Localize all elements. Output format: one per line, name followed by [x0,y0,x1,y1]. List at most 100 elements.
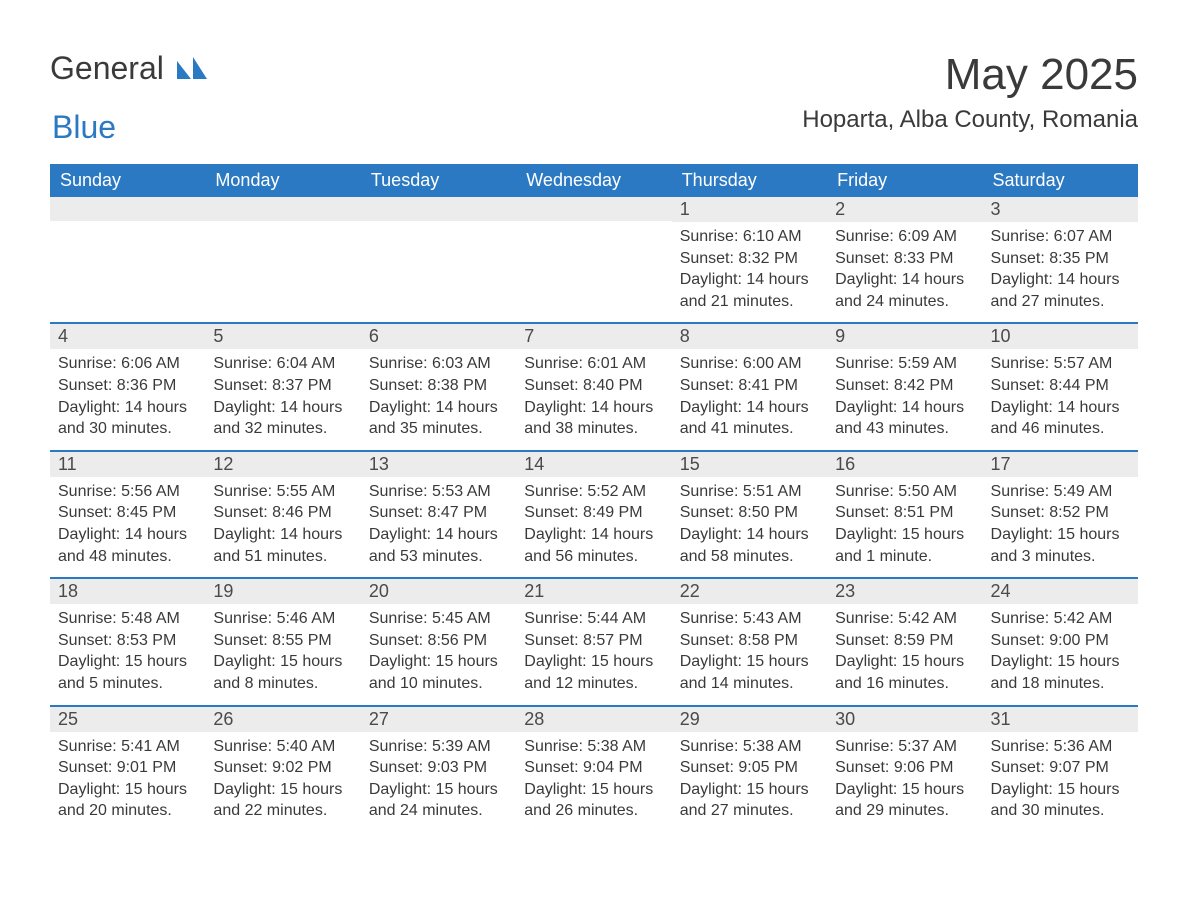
page-title: May 2025 [802,50,1138,100]
sunset-text: Sunset: 8:33 PM [835,248,974,270]
sunrise-text: Sunrise: 5:50 AM [835,481,974,503]
sunset-text: Sunset: 8:44 PM [991,375,1130,397]
sunrise-text: Sunrise: 5:55 AM [213,481,352,503]
sunset-text: Sunset: 8:32 PM [680,248,819,270]
day-cell: 24Sunrise: 5:42 AMSunset: 9:00 PMDayligh… [983,579,1138,704]
day-cell: 14Sunrise: 5:52 AMSunset: 8:49 PMDayligh… [516,452,671,577]
sunset-text: Sunset: 8:52 PM [991,502,1130,524]
day-cell: 2 Sunrise: 6:09 AMSunset: 8:33 PMDaylight… [827,197,982,322]
daylight-text: Daylight: 15 hours and 24 minutes. [369,779,508,822]
day-cell: 25Sunrise: 5:41 AMSunset: 9:01 PMDayligh… [50,707,205,832]
daylight-text: Daylight: 14 hours and 35 minutes. [369,397,508,440]
day-cell: 12Sunrise: 5:55 AMSunset: 8:46 PMDayligh… [205,452,360,577]
sunrise-text: Sunrise: 5:40 AM [213,736,352,758]
daylight-text: Daylight: 14 hours and 53 minutes. [369,524,508,567]
sunrise-text: Sunrise: 5:38 AM [680,736,819,758]
day-cell [516,197,671,322]
day-cell: 19Sunrise: 5:46 AMSunset: 8:55 PMDayligh… [205,579,360,704]
sunrise-text: Sunrise: 5:43 AM [680,608,819,630]
day-cell: 1 Sunrise: 6:10 AMSunset: 8:32 PMDaylight… [672,197,827,322]
day-cell [50,197,205,322]
day-number: 30 [827,707,982,732]
day-cell: 16Sunrise: 5:50 AMSunset: 8:51 PMDayligh… [827,452,982,577]
dow-wednesday: Wednesday [516,164,671,197]
week-row: 25Sunrise: 5:41 AMSunset: 9:01 PMDayligh… [50,705,1138,832]
day-cell: 17Sunrise: 5:49 AMSunset: 8:52 PMDayligh… [983,452,1138,577]
daylight-text: Daylight: 15 hours and 22 minutes. [213,779,352,822]
logo-word-1: General [50,50,164,86]
day-number: 18 [50,579,205,604]
dow-saturday: Saturday [983,164,1138,197]
day-number: 31 [983,707,1138,732]
sunset-text: Sunset: 9:02 PM [213,757,352,779]
day-number: 15 [672,452,827,477]
day-number: 2 [827,197,982,222]
day-number: 1 [672,197,827,222]
daylight-text: Daylight: 14 hours and 24 minutes. [835,269,974,312]
daylight-text: Daylight: 14 hours and 41 minutes. [680,397,819,440]
day-number: 10 [983,324,1138,349]
sunset-text: Sunset: 8:46 PM [213,502,352,524]
day-cell: 4Sunrise: 6:06 AMSunset: 8:36 PMDaylight… [50,324,205,449]
sunrise-text: Sunrise: 6:09 AM [835,226,974,248]
day-cell: 26Sunrise: 5:40 AMSunset: 9:02 PMDayligh… [205,707,360,832]
sunset-text: Sunset: 8:38 PM [369,375,508,397]
daylight-text: Daylight: 15 hours and 3 minutes. [991,524,1130,567]
daylight-text: Daylight: 14 hours and 32 minutes. [213,397,352,440]
sunrise-text: Sunrise: 6:10 AM [680,226,819,248]
daylight-text: Daylight: 14 hours and 21 minutes. [680,269,819,312]
sunrise-text: Sunrise: 5:46 AM [213,608,352,630]
day-cell: 22Sunrise: 5:43 AMSunset: 8:58 PMDayligh… [672,579,827,704]
daylight-text: Daylight: 14 hours and 38 minutes. [524,397,663,440]
logo-flag-icon [177,50,207,86]
day-number: 28 [516,707,671,732]
sunrise-text: Sunrise: 5:42 AM [835,608,974,630]
daylight-text: Daylight: 15 hours and 20 minutes. [58,779,197,822]
daylight-text: Daylight: 15 hours and 18 minutes. [991,651,1130,694]
day-cell: 20Sunrise: 5:45 AMSunset: 8:56 PMDayligh… [361,579,516,704]
day-number: 17 [983,452,1138,477]
day-cell: 18Sunrise: 5:48 AMSunset: 8:53 PMDayligh… [50,579,205,704]
day-cell: 3Sunrise: 6:07 AMSunset: 8:35 PMDaylight… [983,197,1138,322]
sunrise-text: Sunrise: 5:38 AM [524,736,663,758]
day-cell: 30Sunrise: 5:37 AMSunset: 9:06 PMDayligh… [827,707,982,832]
logo: General Blue [50,50,207,146]
sunset-text: Sunset: 9:07 PM [991,757,1130,779]
daylight-text: Daylight: 14 hours and 48 minutes. [58,524,197,567]
day-number: 14 [516,452,671,477]
sunrise-text: Sunrise: 5:53 AM [369,481,508,503]
sunrise-text: Sunrise: 5:37 AM [835,736,974,758]
daylight-text: Daylight: 14 hours and 27 minutes. [991,269,1130,312]
sunset-text: Sunset: 8:35 PM [991,248,1130,270]
sunrise-text: Sunrise: 6:00 AM [680,353,819,375]
daylight-text: Daylight: 14 hours and 46 minutes. [991,397,1130,440]
day-cell: 27Sunrise: 5:39 AMSunset: 9:03 PMDayligh… [361,707,516,832]
dow-header-row: Sunday Monday Tuesday Wednesday Thursday… [50,164,1138,197]
day-number: 27 [361,707,516,732]
daylight-text: Daylight: 14 hours and 43 minutes. [835,397,974,440]
empty-day [361,197,516,221]
daylight-text: Daylight: 15 hours and 30 minutes. [991,779,1130,822]
sunset-text: Sunset: 8:42 PM [835,375,974,397]
week-row: 1Sunrise: 6:10 AMSunset: 8:32 PMDaylight… [50,197,1138,322]
sunrise-text: Sunrise: 6:04 AM [213,353,352,375]
day-cell: 28Sunrise: 5:38 AMSunset: 9:04 PMDayligh… [516,707,671,832]
sunrise-text: Sunrise: 5:59 AM [835,353,974,375]
sunset-text: Sunset: 8:50 PM [680,502,819,524]
day-number: 23 [827,579,982,604]
title-block: May 2025 Hoparta, Alba County, Romania [802,50,1138,134]
sunset-text: Sunset: 8:51 PM [835,502,974,524]
day-cell: 21Sunrise: 5:44 AMSunset: 8:57 PMDayligh… [516,579,671,704]
sunrise-text: Sunrise: 5:52 AM [524,481,663,503]
dow-thursday: Thursday [672,164,827,197]
sunrise-text: Sunrise: 5:51 AM [680,481,819,503]
sunrise-text: Sunrise: 5:41 AM [58,736,197,758]
day-cell: 9Sunrise: 5:59 AMSunset: 8:42 PMDaylight… [827,324,982,449]
sunrise-text: Sunrise: 5:56 AM [58,481,197,503]
day-number: 5 [205,324,360,349]
sunset-text: Sunset: 9:05 PM [680,757,819,779]
empty-day [205,197,360,221]
day-number: 3 [983,197,1138,222]
sunset-text: Sunset: 8:55 PM [213,630,352,652]
sunset-text: Sunset: 8:47 PM [369,502,508,524]
